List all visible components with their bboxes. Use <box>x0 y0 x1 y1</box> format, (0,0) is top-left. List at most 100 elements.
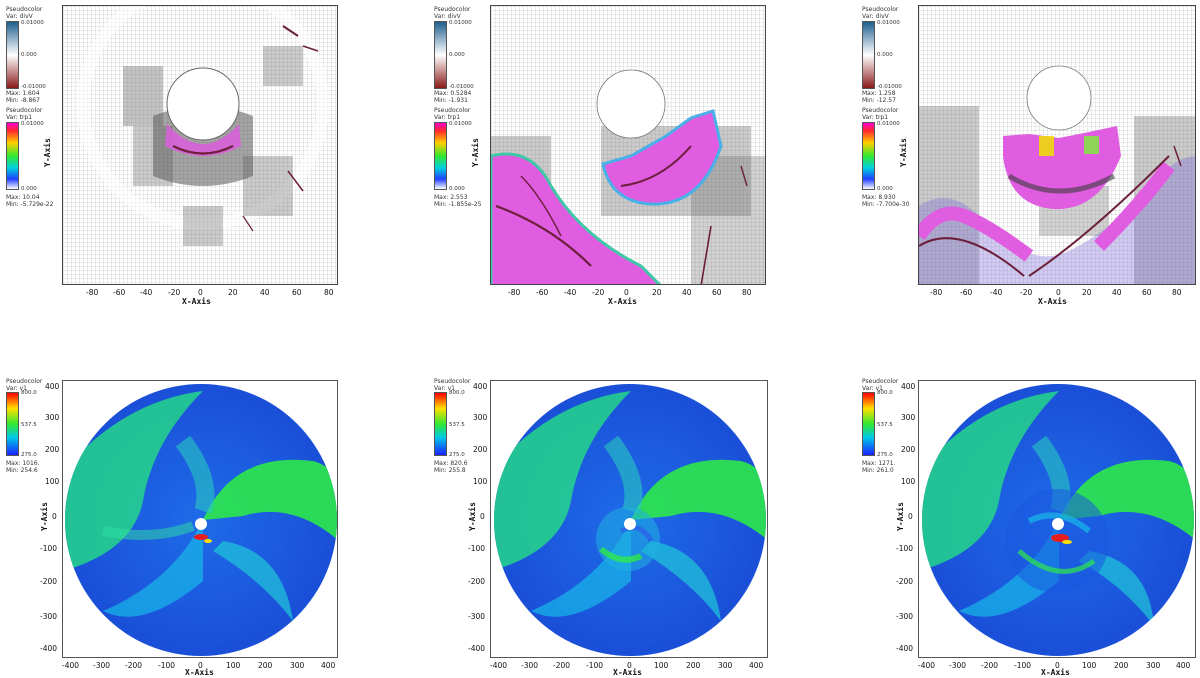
y-tick: -300 <box>896 612 914 621</box>
x-tick: -300 <box>949 661 967 670</box>
colorbar-max-label: 0.01000 <box>21 20 44 26</box>
colorbar-divv <box>862 21 875 89</box>
x-axis-title: X-Axis <box>613 668 642 677</box>
simulation-field <box>63 6 337 284</box>
colorbar-mid-label: 537.5 <box>21 422 37 428</box>
x-tick: -300 <box>93 661 111 670</box>
y-axis-title: Y-Axis <box>467 502 477 531</box>
x-tick: 100 <box>1082 661 1097 670</box>
y-tick: -300 <box>40 612 58 621</box>
y-tick: 100 <box>901 477 916 486</box>
y-tick: 100 <box>473 477 488 486</box>
plot-area <box>62 380 338 658</box>
legend-trp1-stats: Max: 10.04 Min: -5.729e-22 <box>6 194 54 208</box>
legend-trp1: Pseudocolor Var: trp1 <box>6 107 43 121</box>
y-tick: -200 <box>40 577 58 586</box>
legend-divv: Pseudocolor Var: divV <box>434 6 471 20</box>
solar-wind-speed-field <box>922 384 1194 656</box>
x-tick: -40 <box>564 288 577 297</box>
x-tick: 80 <box>324 288 334 297</box>
y-tick: -200 <box>468 577 486 586</box>
y-tick: 400 <box>473 382 488 391</box>
y-tick: -100 <box>40 544 58 553</box>
x-tick: -20 <box>1020 288 1033 297</box>
x-axis-title: X-Axis <box>182 297 211 306</box>
colorbar-v1 <box>862 392 875 456</box>
colorbar-max-label: 800.0 <box>877 390 893 396</box>
colorbar-mid-label: 0.000 <box>449 52 465 58</box>
x-tick: 40 <box>260 288 270 297</box>
colorbar-min-label: 275.0 <box>21 452 37 458</box>
colorbar-mid-label: 0.000 <box>21 52 37 58</box>
bottom-panel-1: Pseudocolor Var: v1 800.0 537.5 275.0 Ma… <box>0 372 345 678</box>
legend-v1-stats: Max: 1016. Min: 254.6 <box>6 460 40 474</box>
y-tick: -300 <box>468 612 486 621</box>
x-tick: 200 <box>1114 661 1129 670</box>
bottom-panel-3: Pseudocolor Var: v1 800.0 537.5 275.0 Ma… <box>858 372 1200 678</box>
y-axis-title: Y-Axis <box>898 138 908 167</box>
colorbar-mid-label: 0.000 <box>877 52 893 58</box>
colorbar-v1 <box>434 392 447 456</box>
x-tick: 40 <box>682 288 692 297</box>
x-tick: 0 <box>1055 661 1060 670</box>
y-tick: -400 <box>40 644 58 653</box>
x-tick: -300 <box>521 661 539 670</box>
y-tick: -100 <box>468 544 486 553</box>
x-axis-title: X-Axis <box>1038 297 1067 306</box>
colorbar-min-label: 275.0 <box>449 452 465 458</box>
colorbar-max-label: 0.01000 <box>21 121 44 127</box>
y-axis-title: Y-Axis <box>39 502 49 531</box>
legend-trp1-stats: Max: 2.553 Min: -1.855e-25 <box>434 194 482 208</box>
y-tick: 300 <box>45 413 60 422</box>
colorbar-min-label: -0.01000 <box>21 84 46 90</box>
top-panel-3: Pseudocolor Var: divV 0.01000 0.000 -0.0… <box>858 0 1200 310</box>
x-tick: 300 <box>290 661 305 670</box>
legend-divv-stats: Max: 1.604 Min: -8.867 <box>6 90 40 104</box>
colorbar-max-label: 800.0 <box>21 390 37 396</box>
x-tick: 300 <box>718 661 733 670</box>
x-tick: -200 <box>553 661 571 670</box>
x-tick: -80 <box>508 288 521 297</box>
plot-area <box>62 5 338 285</box>
x-tick: 40 <box>1112 288 1122 297</box>
colorbar-divv <box>434 21 447 89</box>
x-tick: 100 <box>654 661 669 670</box>
legend-v1-stats: Max: 820.6 Min: 255.8 <box>434 460 468 474</box>
legend-trp1: Pseudocolor Var: trp1 <box>862 107 899 121</box>
colorbar-min-label: 0.000 <box>449 186 465 192</box>
x-axis-title: X-Axis <box>608 297 637 306</box>
legend-trp1: Pseudocolor Var: trp1 <box>434 107 471 121</box>
x-tick: -60 <box>113 288 126 297</box>
x-tick: 0 <box>627 661 632 670</box>
legend-divv: Pseudocolor Var: divV <box>6 6 43 20</box>
colorbar-trp1 <box>434 122 447 190</box>
x-tick: 0 <box>198 288 203 297</box>
y-tick: 0 <box>480 512 485 521</box>
y-tick: 200 <box>473 445 488 454</box>
y-tick: 400 <box>901 382 916 391</box>
legend-v1: Pseudocolor Var: v1 <box>434 378 471 392</box>
colorbar-max-label: 0.01000 <box>449 121 472 127</box>
colorbar-min-label: 0.000 <box>21 186 37 192</box>
solar-wind-speed-field <box>494 384 766 656</box>
y-tick: 400 <box>45 382 60 391</box>
colorbar-max-label: 0.01000 <box>877 20 900 26</box>
y-axis-title: Y-Axis <box>42 138 52 167</box>
legend-divv-stats: Max: 1.258 Min: -12.57 <box>862 90 896 104</box>
legend-v1: Pseudocolor Var: v1 <box>862 378 899 392</box>
y-axis-title: Y-Axis <box>470 138 480 167</box>
x-tick: -100 <box>158 661 176 670</box>
y-tick: 200 <box>901 445 916 454</box>
y-tick: -200 <box>896 577 914 586</box>
colorbar-v1 <box>6 392 19 456</box>
legend-v1: Pseudocolor Var: v1 <box>6 378 43 392</box>
legend-divv: Pseudocolor Var: divV <box>862 6 899 20</box>
x-tick: -40 <box>990 288 1003 297</box>
x-tick: -60 <box>536 288 549 297</box>
colorbar-min-label: -0.01000 <box>449 84 474 90</box>
colorbar-max-label: 0.01000 <box>877 121 900 127</box>
y-tick: 200 <box>45 445 60 454</box>
y-tick: 100 <box>45 477 60 486</box>
x-tick: -60 <box>960 288 973 297</box>
x-tick: -80 <box>930 288 943 297</box>
